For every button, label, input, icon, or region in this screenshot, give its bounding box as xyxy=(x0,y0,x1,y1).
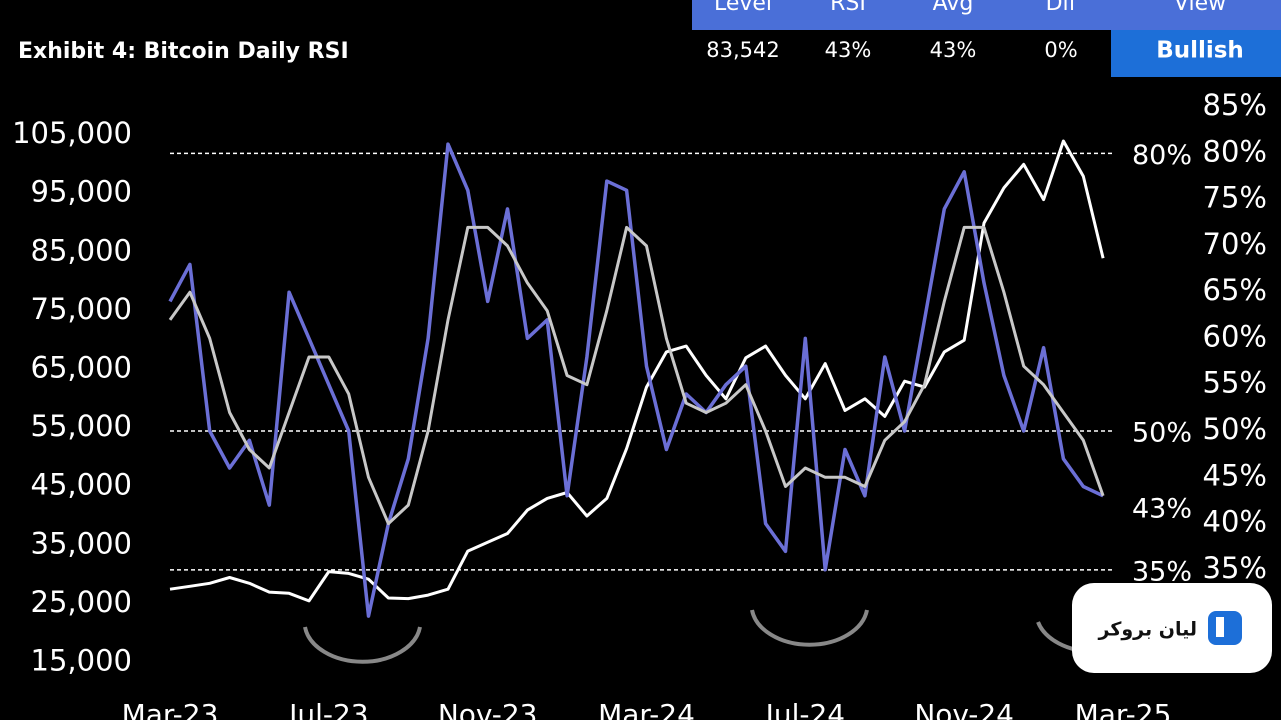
y2-tick-label: 50% xyxy=(1203,412,1267,446)
plot: 15,000 25,000 35,000 45,000 55,000 65,000 75,0… xyxy=(12,88,1267,720)
y2-tick-label: 60% xyxy=(1203,319,1267,353)
header-label: RSI xyxy=(830,0,866,16)
chart-title: Exhibit 4: Bitcoin Daily RSI xyxy=(18,39,349,64)
header-label: Level xyxy=(714,0,772,16)
header-table: Level 83,542 RSI 43% Avg 43% Dif 0% View Bullish xyxy=(706,0,1244,64)
watermark-icon-mark xyxy=(1216,617,1224,637)
y-tick-label: 75,000 xyxy=(31,292,132,326)
y-tick-label: 65,000 xyxy=(31,350,132,384)
x-tick-label: Mar-23 xyxy=(122,698,219,720)
y2-tick-label: 35% xyxy=(1203,551,1267,585)
watermark: لیان بروکر xyxy=(1072,583,1272,673)
header-value: 83,542 xyxy=(706,38,779,62)
header-label: Avg xyxy=(933,0,974,16)
x-tick-label: Jul-24 xyxy=(764,698,846,720)
series-line xyxy=(169,139,1105,603)
y-tick-label: 25,000 xyxy=(31,585,132,619)
y-tick-label: 35,000 xyxy=(31,526,132,560)
reference-label: 50% xyxy=(1132,418,1192,449)
header-band xyxy=(692,0,1281,30)
y2-tick-label: 55% xyxy=(1203,366,1267,400)
y2-tick-label: 75% xyxy=(1203,181,1267,215)
watermark-icon xyxy=(1208,611,1242,645)
header-value: 0% xyxy=(1044,38,1077,62)
watermark-text: لیان بروکر xyxy=(1098,619,1198,641)
series-line xyxy=(168,225,1105,526)
y2-tick-label: 85% xyxy=(1203,88,1267,122)
header-value: Bullish xyxy=(1156,38,1244,64)
x-tick-label: Mar-25 xyxy=(1075,698,1172,720)
series-line xyxy=(168,142,1104,618)
reference-label: 80% xyxy=(1132,140,1192,171)
x-tick-label: Jul-23 xyxy=(287,698,369,720)
x-tick-label: Nov-23 xyxy=(438,698,538,720)
header-label: View xyxy=(1174,0,1226,16)
header-label: Dif xyxy=(1046,0,1078,16)
header-value: 43% xyxy=(930,38,977,62)
arc xyxy=(750,609,869,647)
y2-tick-label: 40% xyxy=(1203,505,1267,539)
view-cell xyxy=(1111,30,1281,77)
watermark-box xyxy=(1072,583,1272,673)
y2-tick-label: 65% xyxy=(1203,273,1267,307)
header-value: 43% xyxy=(825,38,872,62)
y-tick-label: 15,000 xyxy=(31,643,132,677)
x-tick-label: Nov-24 xyxy=(914,698,1014,720)
y-tick-label: 55,000 xyxy=(31,409,132,443)
y-tick-label: 105,000 xyxy=(12,116,132,150)
reference-label: 35% xyxy=(1132,556,1192,587)
y-tick-label: 85,000 xyxy=(31,233,132,267)
y2-tick-label: 70% xyxy=(1203,227,1267,261)
annotation: 43% xyxy=(1132,493,1192,524)
x-tick-label: Mar-24 xyxy=(598,698,695,720)
y2-tick-label: 45% xyxy=(1203,458,1267,492)
arc xyxy=(303,626,422,664)
y2-tick-label: 80% xyxy=(1203,134,1267,168)
y-tick-label: 45,000 xyxy=(31,468,132,502)
y-tick-label: 95,000 xyxy=(31,175,132,209)
